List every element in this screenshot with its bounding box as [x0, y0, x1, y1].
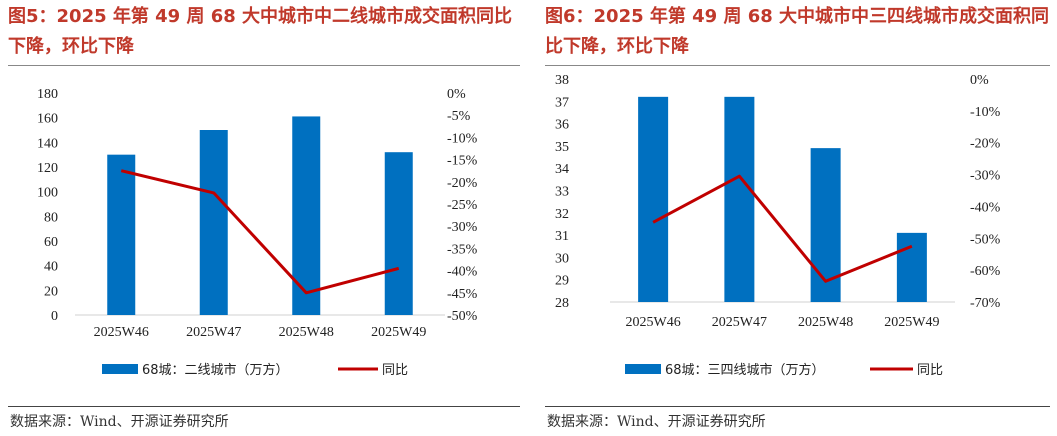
right-axis-tick-label: -15% [447, 154, 478, 169]
category-label: 2025W49 [884, 315, 939, 330]
right-axis-tick-label: -10% [970, 105, 1001, 120]
right-axis-tick-label: -40% [970, 200, 1001, 215]
right-axis-tick-label: -70% [970, 296, 1001, 311]
chart-svg: 0 20 40 60 80 100 120 140 160 180 0% -5% -10% -15% -20… [37, 87, 478, 378]
source-note: 数据来源：Wind、开源证券研究所 [10, 414, 229, 430]
legend-line-label: 同比 [917, 363, 943, 378]
left-axis-tick-label: 35 [555, 140, 569, 155]
legend-bar-swatch [102, 364, 138, 374]
legend-line-label: 同比 [382, 363, 408, 378]
category-label: 2025W47 [712, 315, 767, 330]
divider [8, 65, 520, 66]
left-axis-tick-label: 31 [555, 229, 569, 244]
bar [199, 130, 228, 315]
left-axis-tick-label: 33 [555, 185, 569, 200]
right-axis-tick-label: -30% [970, 169, 1001, 184]
category-label: 2025W48 [279, 325, 334, 340]
bar [292, 116, 321, 315]
left-axis-tick-label: 120 [37, 161, 58, 176]
left-axis-tick-label: 34 [555, 162, 569, 177]
left-axis-tick-label: 180 [37, 87, 58, 102]
category-label: 2025W49 [371, 325, 426, 340]
left-axis-tick-label: 100 [37, 186, 58, 201]
divider [8, 406, 520, 407]
bar [638, 96, 669, 302]
chart-title: 图6：2025 年第 49 周 68 大中城市中三四线城市成交面积同比下降，环比… [545, 6, 1050, 57]
right-axis-tick-label: -5% [447, 109, 471, 124]
left-axis-tick-label: 20 [44, 284, 58, 299]
right-axis-tick-label: -25% [447, 198, 478, 213]
left-axis-tick-label: 37 [555, 95, 569, 110]
legend-bar-label: 68城：三四线城市（万方） [665, 362, 825, 378]
left-axis-tick-label: 29 [555, 274, 569, 289]
left-axis-tick-label: 40 [44, 260, 58, 275]
right-axis-tick-label: 0% [447, 87, 466, 102]
chart-panel-right: 图6：2025 年第 49 周 68 大中城市中三四线城市成交面积同比下降，环比… [537, 0, 1057, 436]
right-axis-tick-label: -10% [447, 131, 478, 146]
source-note: 数据来源：Wind、开源证券研究所 [547, 414, 766, 430]
right-axis-tick-label: -50% [447, 309, 478, 324]
right-axis-tick-label: -20% [447, 176, 478, 191]
divider [545, 65, 1050, 66]
category-label: 2025W47 [186, 325, 241, 340]
legend-bar-swatch [625, 364, 661, 374]
chart-svg: 28 29 30 31 32 33 34 35 36 37 38 0% -10% -20% -30% -40%… [555, 73, 1001, 378]
right-axis-tick-label: -35% [447, 242, 478, 257]
right-axis-tick-label: -30% [447, 220, 478, 235]
category-label: 2025W46 [626, 315, 681, 330]
left-axis-tick-label: 28 [555, 296, 569, 311]
left-axis-tick-label: 38 [555, 73, 569, 88]
right-axis-tick-label: -50% [970, 232, 1001, 247]
bar [384, 152, 413, 315]
legend-bar-label: 68城：二线城市（万方） [142, 362, 289, 378]
left-axis-tick-label: 160 [37, 112, 58, 127]
right-axis-tick-label: -60% [970, 264, 1001, 279]
chart-panel-left: 图5：2025 年第 49 周 68 大中城市中二线城市成交面积同比下降，环比下… [0, 0, 528, 436]
bar [810, 148, 841, 302]
divider [545, 406, 1050, 407]
category-label: 2025W46 [94, 325, 149, 340]
bar [896, 232, 927, 302]
right-axis-tick-label: -40% [447, 265, 478, 280]
chart-title: 图5：2025 年第 49 周 68 大中城市中二线城市成交面积同比下降，环比下… [8, 6, 513, 57]
right-axis-tick-label: 0% [970, 73, 989, 88]
yoy-line [652, 174, 913, 283]
left-axis-tick-label: 80 [44, 210, 58, 225]
left-axis-tick-label: 30 [555, 251, 569, 266]
right-axis-tick-label: -20% [970, 137, 1001, 152]
bar [724, 96, 755, 302]
left-axis-tick-label: 60 [44, 235, 58, 250]
category-label: 2025W48 [798, 315, 853, 330]
left-axis-tick-label: 140 [37, 136, 58, 151]
left-axis-tick-label: 36 [555, 118, 569, 133]
left-axis-tick-label: 0 [51, 309, 58, 324]
left-axis-tick-label: 32 [555, 207, 569, 222]
right-axis-tick-label: -45% [447, 287, 478, 302]
yoy-line [120, 169, 400, 295]
bar [107, 154, 136, 315]
